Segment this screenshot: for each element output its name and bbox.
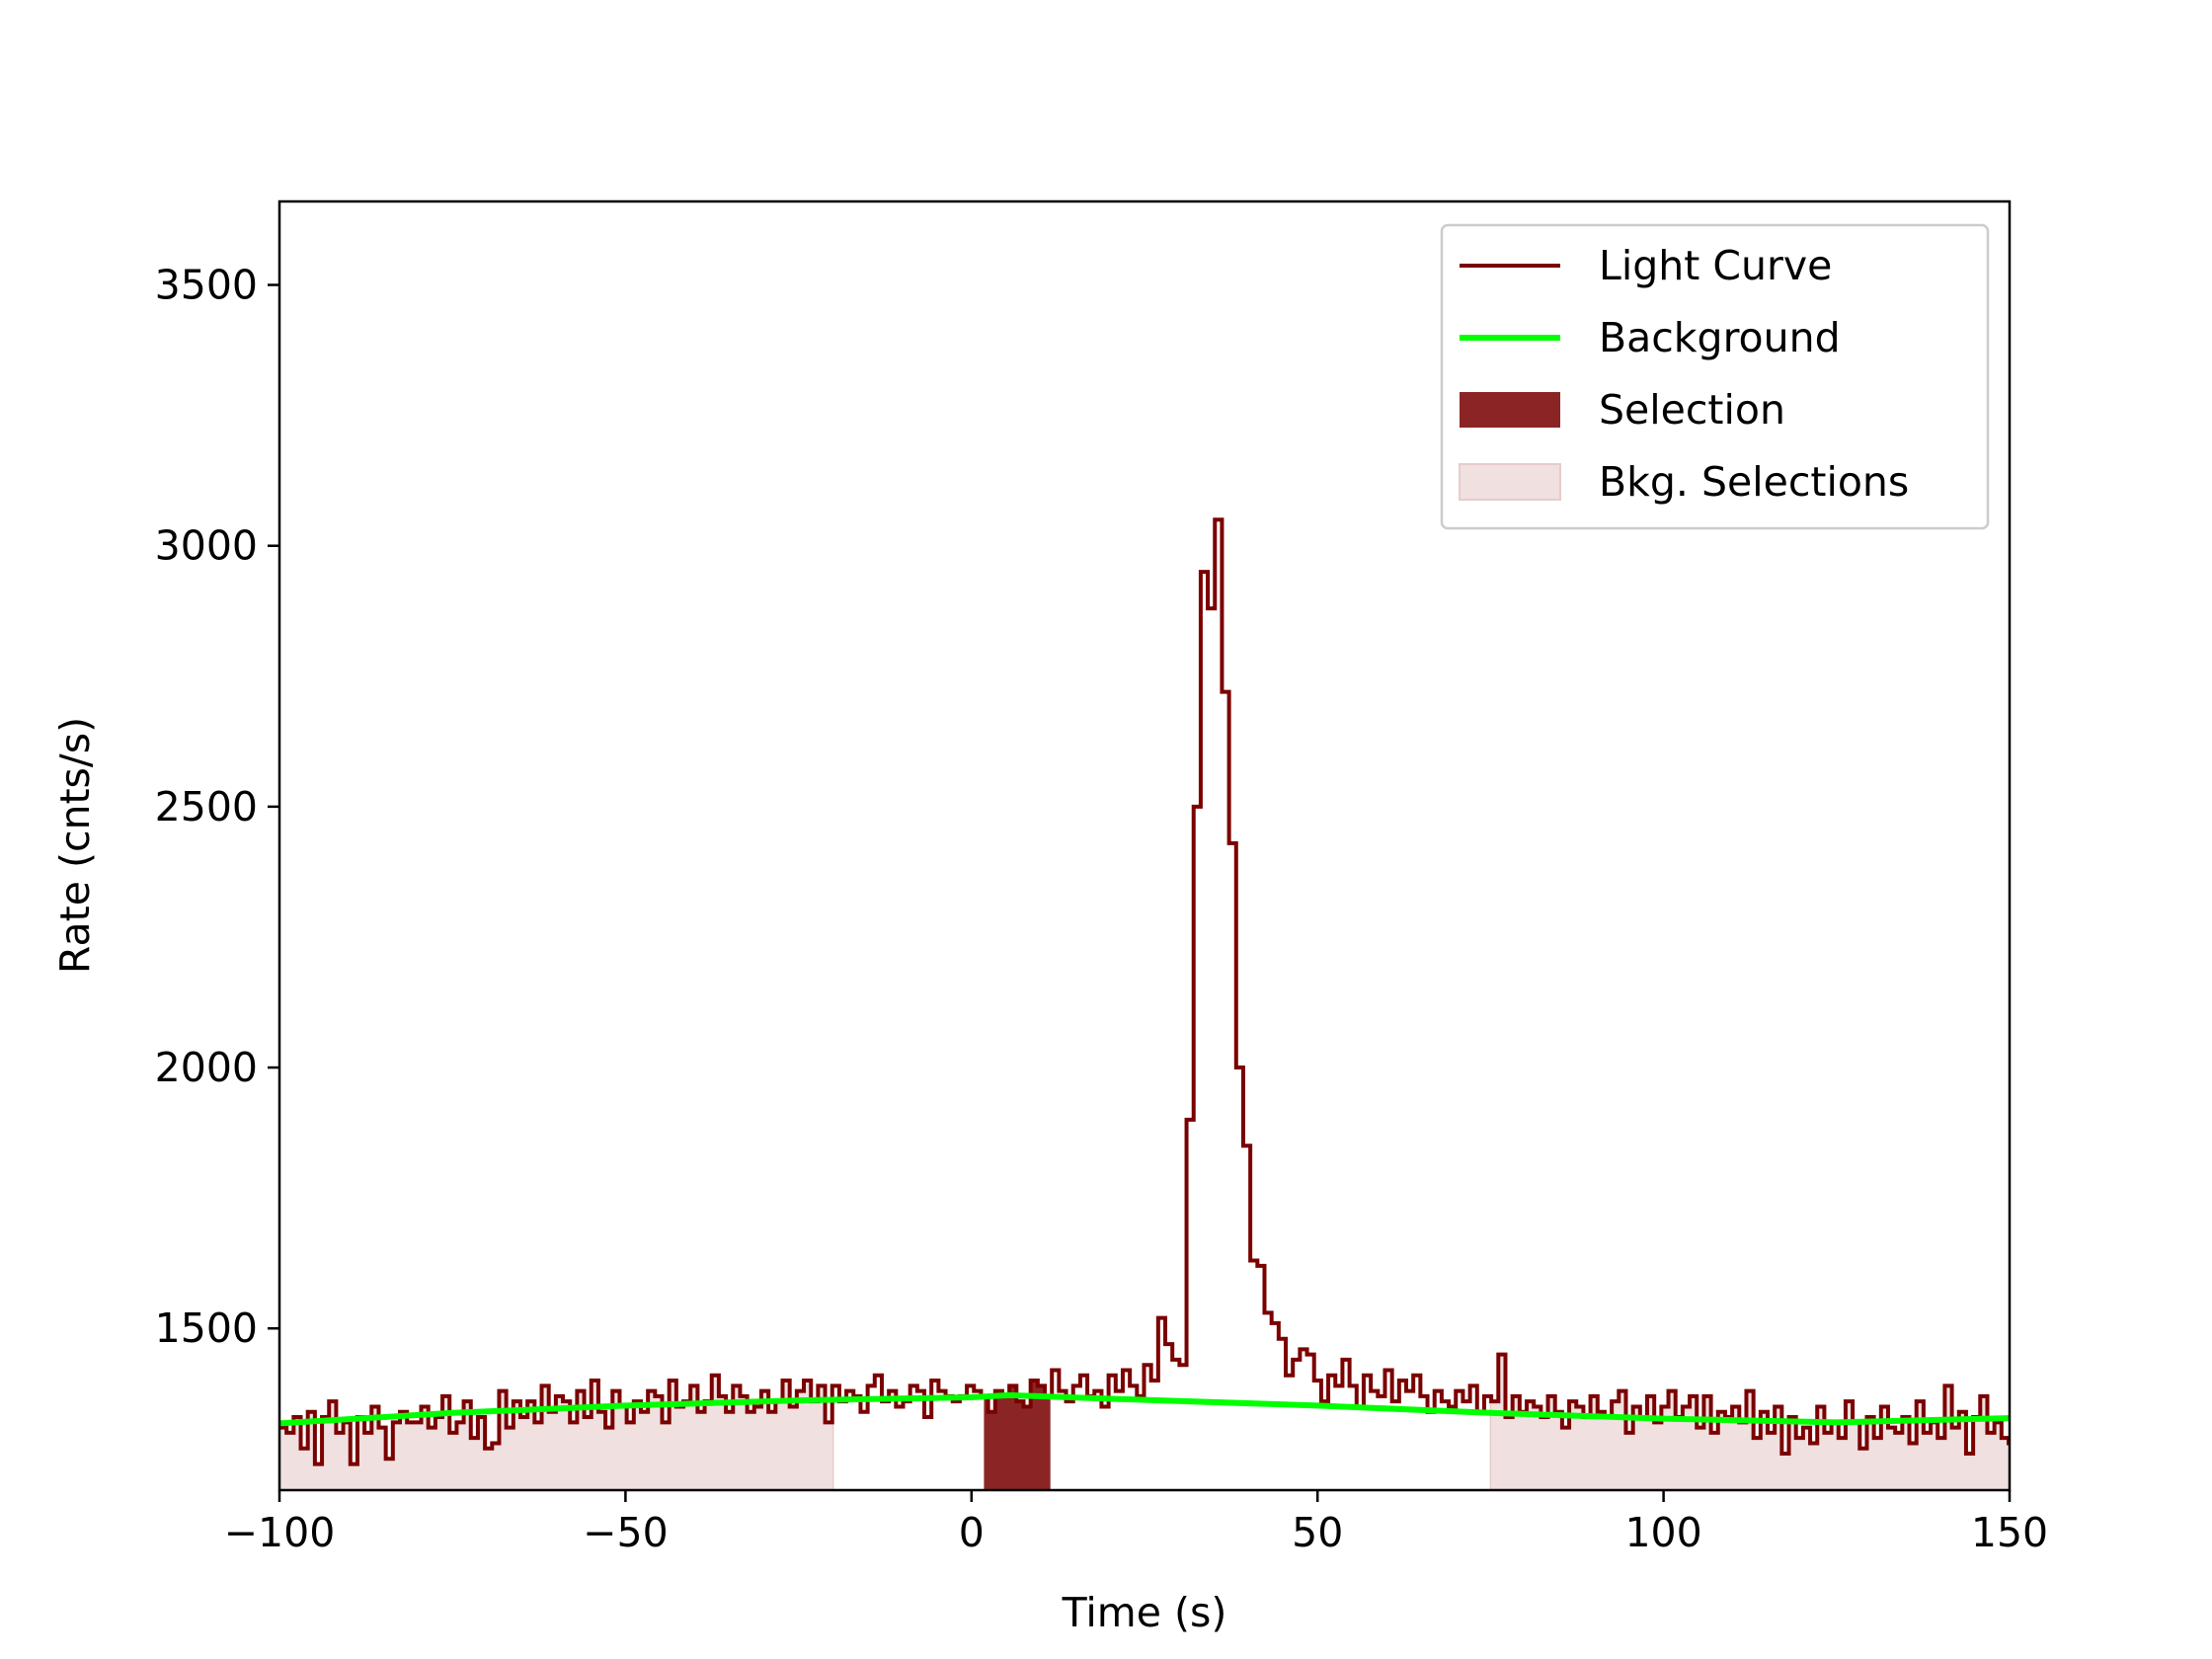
x-tick-label: 100 (1624, 1509, 1701, 1556)
light-curve-layer (279, 517, 2010, 1466)
background-line (279, 1391, 2010, 1427)
x-axis-label: Time (s) (1062, 1589, 1227, 1636)
legend-swatch-bkg-selections (1459, 463, 1561, 501)
y-tick-label: 1500 (155, 1304, 258, 1352)
light-curve-line (279, 517, 2010, 1466)
legend-swatch-selection (1460, 392, 1560, 428)
x-axis: −100 −50 0 50 100 150 (224, 1490, 2048, 1556)
legend-label-selection: Selection (1599, 386, 1785, 434)
legend-box (1440, 223, 1990, 530)
y-axis-label: Rate (cnts/s) (51, 717, 99, 974)
x-tick-label: −100 (224, 1509, 336, 1556)
x-tick-label: 150 (1971, 1509, 2048, 1556)
y-axis: 1500 2000 2500 3000 3500 (155, 262, 279, 1352)
selection-fill (984, 1381, 1051, 1490)
x-tick-label: 0 (959, 1509, 985, 1556)
y-tick-label: 2000 (155, 1044, 258, 1091)
y-tick-label: 2500 (155, 783, 258, 830)
x-tick-label: 50 (1292, 1509, 1343, 1556)
y-tick-label: 3000 (155, 522, 258, 570)
selection-layer (984, 1381, 1051, 1490)
legend: Light Curve Background Selection Bkg. Se… (1440, 223, 1990, 530)
plot-frame (277, 199, 2012, 1492)
y-tick-label: 3500 (155, 262, 258, 309)
legend-label-background: Background (1599, 314, 1841, 361)
bkg-selection-region-0 (279, 201, 833, 1490)
legend-label-bkg-selections: Bkg. Selections (1599, 458, 1909, 506)
legend-label-light-curve: Light Curve (1599, 242, 1832, 289)
x-tick-label: −50 (583, 1509, 669, 1556)
background-layer (279, 1391, 2010, 1427)
